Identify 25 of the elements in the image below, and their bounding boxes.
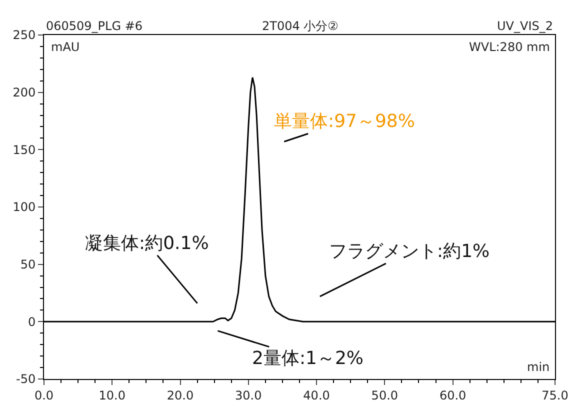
y-tick-label: 200 (12, 86, 36, 100)
y-tick-label: -50 (16, 372, 36, 386)
y-tick-label: 50 (20, 258, 36, 272)
x-tick-label: 60.0 (439, 388, 466, 402)
x-tick-label: 40.0 (303, 388, 330, 402)
text: UV_VIS_2 (497, 19, 553, 33)
y-axis-title: mAU (51, 40, 80, 54)
y-tick-label: 100 (12, 200, 36, 214)
x-tick-label: 50.0 (371, 388, 398, 402)
chart-title: 2T004 小分② (262, 19, 338, 33)
annotation: 凝集体:約0.1% (85, 233, 209, 254)
x-tick-label: 75.0 (542, 388, 568, 402)
annotation: 2量体:1～2% (252, 348, 364, 369)
x-tick-label: 30.0 (235, 388, 262, 402)
y-tick-label: 0 (28, 314, 36, 329)
y-tick-label: 250 (12, 28, 36, 42)
x-tick-label: 10.0 (98, 388, 126, 402)
x-axis-title: min (527, 360, 550, 374)
x-tick-label: 0.0 (34, 388, 54, 402)
text: 060509_PLG #6 (46, 19, 143, 33)
annotation: 単量体:97～98% (274, 111, 415, 132)
x-tick-label: 20.0 (166, 388, 194, 402)
y-tick-label: 150 (12, 142, 36, 157)
annotation: フラグメント:約1% (329, 241, 490, 262)
annotation: WVL:280 mm (469, 40, 550, 54)
